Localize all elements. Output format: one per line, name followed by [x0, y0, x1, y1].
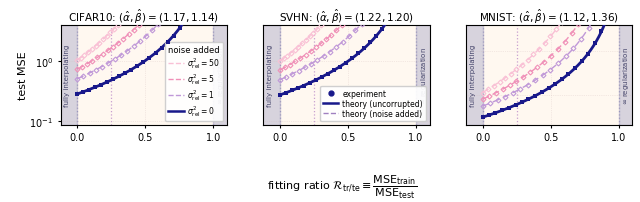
Bar — [262, 26, 280, 125]
Bar — [213, 26, 230, 125]
Text: fitting ratio $\mathcal{R}_{\rm tr/te} \equiv \dfrac{\mathrm{MSE_{train}}}{\math: fitting ratio $\mathcal{R}_{\rm tr/te} \… — [268, 173, 417, 200]
Title: CIFAR10: $(\hat{\alpha},\hat{\beta}) = (1.17, 1.14)$: CIFAR10: $(\hat{\alpha},\hat{\beta}) = (… — [68, 8, 220, 26]
Bar — [416, 26, 433, 125]
Y-axis label: test MSE: test MSE — [18, 52, 28, 100]
Bar — [619, 26, 635, 125]
Title: MNIST: $(\hat{\alpha},\hat{\beta}) = (1.12, 1.36)$: MNIST: $(\hat{\alpha},\hat{\beta}) = (1.… — [479, 8, 619, 26]
Text: $\infty$ regularization: $\infty$ regularization — [216, 47, 226, 105]
Legend: $\sigma^2_{\rm rel}=50$, $\sigma^2_{\rm rel}=5$, $\sigma^2_{\rm rel}=1$, $\sigma: $\sigma^2_{\rm rel}=50$, $\sigma^2_{\rm … — [165, 43, 223, 121]
Bar — [60, 26, 77, 125]
Text: $\infty$ regularization: $\infty$ regularization — [621, 47, 631, 105]
Text: fully interpolating: fully interpolating — [470, 45, 476, 107]
Text: fully interpolating: fully interpolating — [267, 45, 273, 107]
Bar — [465, 26, 483, 125]
Legend: experiment, theory (uncorrupted), theory (noise added): experiment, theory (uncorrupted), theory… — [320, 86, 426, 121]
Text: $\infty$ regularization: $\infty$ regularization — [419, 47, 429, 105]
Text: fully interpolating: fully interpolating — [65, 45, 70, 107]
Title: SVHN: $(\hat{\alpha},\hat{\beta}) = (1.22, 1.20)$: SVHN: $(\hat{\alpha},\hat{\beta}) = (1.2… — [279, 8, 414, 26]
